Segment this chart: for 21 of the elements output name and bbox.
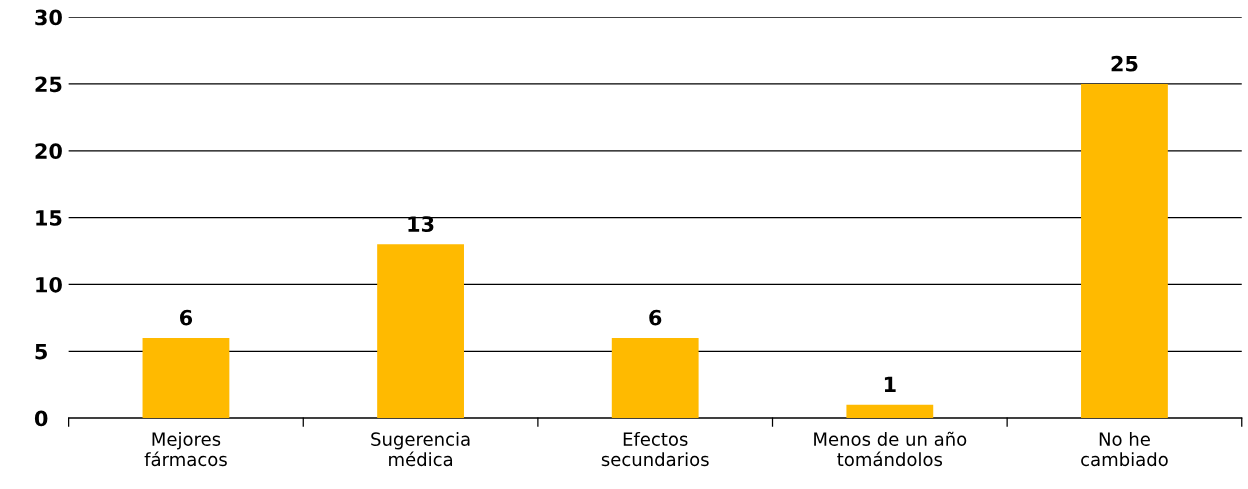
y-tick-label: 5: [35, 343, 47, 360]
data-label: 6: [649, 309, 662, 326]
data-label: 1: [884, 376, 896, 393]
bar: [377, 244, 464, 419]
bar: [846, 404, 934, 419]
bar: [1081, 83, 1168, 419]
bar: [142, 337, 230, 419]
y-tick-label: 15: [36, 210, 62, 226]
x-tick-label: Menos de un año tomándolos: [814, 431, 967, 467]
bar: [611, 337, 699, 419]
data-label: 25: [1111, 55, 1138, 72]
y-tick-label: 10: [36, 276, 62, 293]
x-tick-label: Efectos secundarios: [601, 431, 709, 467]
data-label: 6: [180, 309, 193, 326]
x-tick-label: Sugerencia médica: [371, 431, 470, 467]
y-tick-label: 0: [34, 410, 48, 427]
y-tick-label: 30: [35, 9, 62, 26]
y-tick-label: 20: [35, 143, 62, 159]
y-tick-label: 25: [35, 76, 62, 93]
x-tick-label: No he cambiado: [1081, 431, 1168, 467]
x-tick-label: Mejores fármacos: [144, 431, 227, 467]
